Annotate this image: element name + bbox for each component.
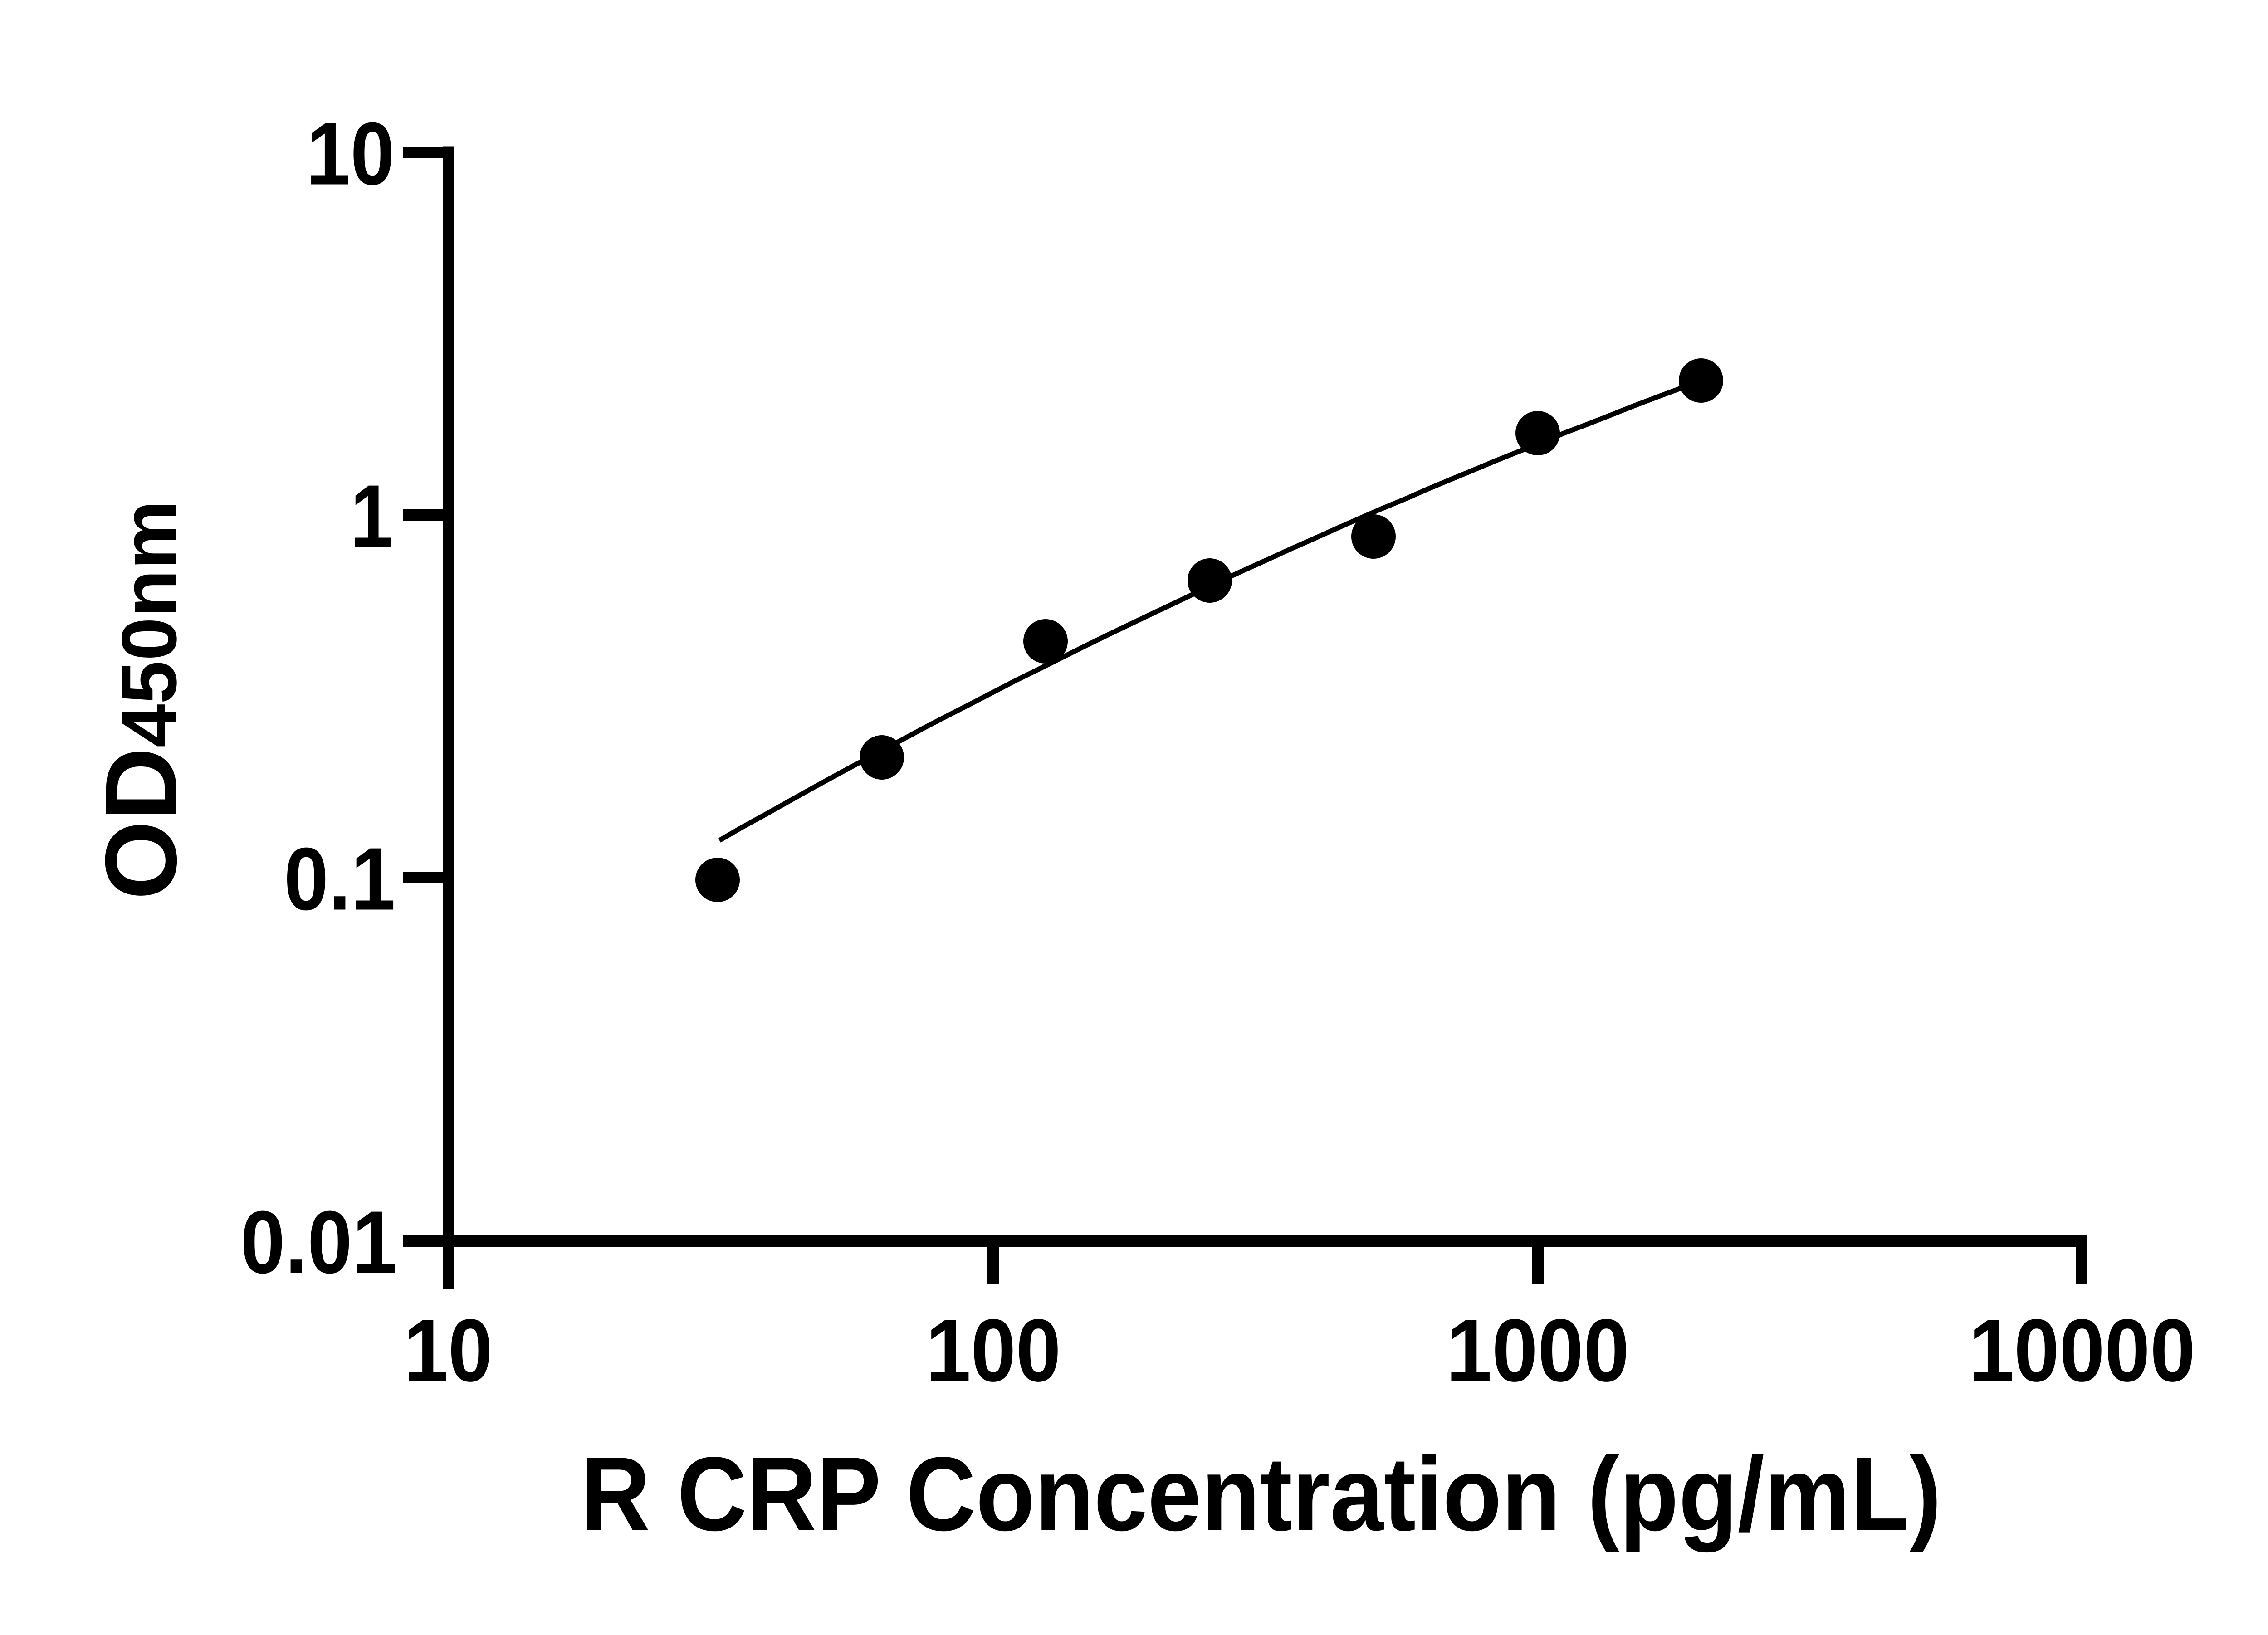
svg-text:OD450nm: OD450nm <box>84 500 198 900</box>
svg-text:0.1: 0.1 <box>284 830 396 929</box>
svg-text:100: 100 <box>926 1301 1061 1400</box>
svg-text:R CRP Concentration (pg/mL): R CRP Concentration (pg/mL) <box>581 1435 1941 1553</box>
svg-text:0.01: 0.01 <box>240 1193 397 1292</box>
svg-text:10: 10 <box>306 104 395 204</box>
svg-text:1: 1 <box>350 467 393 566</box>
svg-text:1000: 1000 <box>1446 1301 1629 1400</box>
svg-text:10000: 10000 <box>1969 1301 2195 1400</box>
svg-text:10: 10 <box>404 1301 493 1400</box>
